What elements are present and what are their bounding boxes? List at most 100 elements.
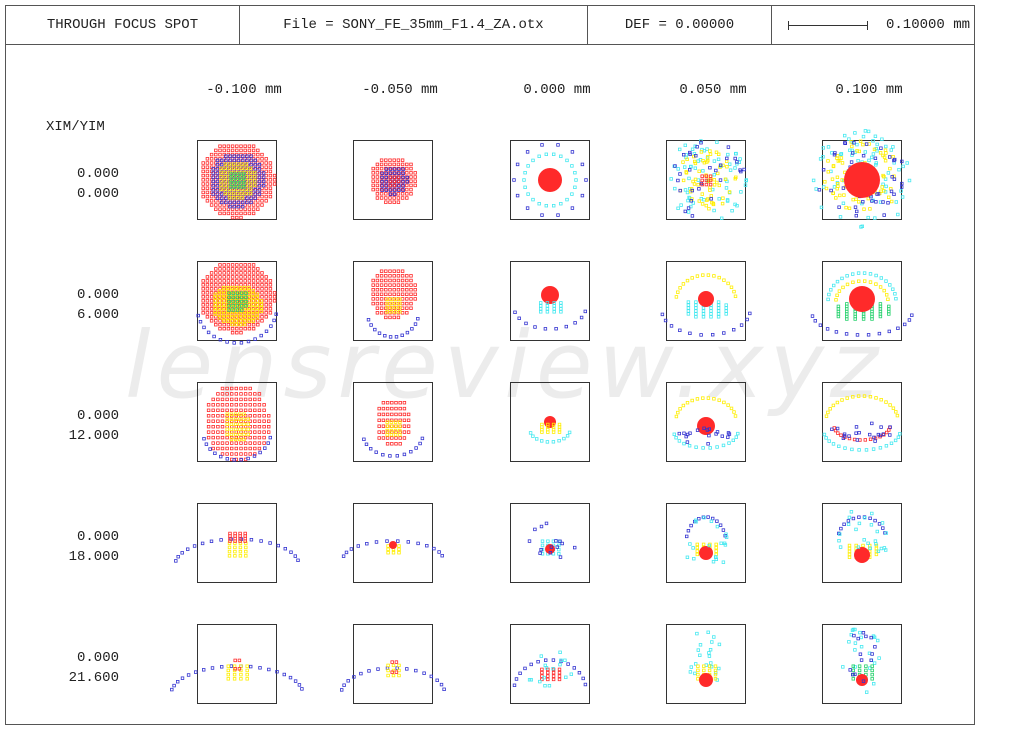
- spot-point: [838, 545, 843, 549]
- spot-point: [682, 431, 686, 435]
- spot-point: [400, 158, 405, 162]
- spot-point: [400, 306, 405, 310]
- spot-point: [257, 414, 262, 418]
- spot-point: [251, 312, 255, 317]
- spot-point: [847, 434, 851, 438]
- spot-point: [216, 397, 220, 402]
- spot-point: [702, 426, 706, 430]
- spot-pattern: [196, 263, 278, 345]
- spot-point: [543, 684, 547, 688]
- spot-pattern: [672, 396, 740, 450]
- spot-point: [215, 188, 220, 192]
- spot-box: [353, 382, 433, 462]
- spot-point: [398, 420, 402, 424]
- spot-point: [885, 293, 889, 297]
- spot-point: [371, 288, 375, 292]
- spot-point: [881, 182, 885, 186]
- spot-point: [396, 158, 401, 162]
- spot-point: [396, 539, 400, 543]
- spot-point: [262, 419, 266, 423]
- spot-point: [235, 215, 239, 220]
- spot-point: [551, 440, 556, 444]
- spot-point: [688, 187, 692, 191]
- spot-point: [388, 292, 392, 296]
- spot-point: [257, 425, 262, 429]
- spot-point: [249, 158, 253, 163]
- spot-point: [375, 192, 380, 196]
- spot-point: [724, 532, 728, 536]
- spot-point: [859, 225, 863, 229]
- spot-point: [910, 313, 914, 317]
- spot-point: [696, 648, 700, 652]
- spot-point: [392, 288, 396, 292]
- spot-point: [868, 666, 872, 670]
- spot-point: [538, 551, 542, 555]
- spot-point: [398, 310, 402, 314]
- spot-point: [375, 175, 380, 179]
- spot-point: [900, 195, 905, 199]
- spot-point: [388, 315, 392, 320]
- spot-point: [868, 280, 873, 284]
- spot-point: [701, 309, 706, 313]
- spot-point: [701, 312, 706, 316]
- spot-point: [371, 171, 375, 175]
- spot-point: [227, 541, 232, 545]
- spot-point: [247, 263, 252, 267]
- spot-point: [219, 196, 224, 200]
- spot-point: [729, 406, 734, 411]
- spot-point: [218, 327, 222, 331]
- spot-point: [211, 446, 215, 451]
- spot-point: [247, 279, 252, 283]
- spot-point: [238, 316, 243, 320]
- spot-point: [397, 668, 401, 673]
- spot-point: [261, 171, 266, 175]
- spot-point: [375, 171, 380, 175]
- spot-point: [268, 303, 273, 307]
- spot-point: [240, 158, 245, 163]
- spot-point: [876, 638, 880, 643]
- spot-point: [857, 149, 861, 154]
- spot-point: [405, 330, 410, 335]
- spot-point: [251, 309, 255, 313]
- spot-point: [216, 446, 220, 451]
- spot-point: [397, 673, 401, 678]
- spot-point: [535, 437, 539, 441]
- spot-point: [211, 408, 215, 412]
- spot-point: [213, 292, 217, 296]
- spot-point: [384, 158, 388, 162]
- spot-point: [342, 683, 346, 687]
- spot-point: [226, 267, 231, 271]
- spot-point: [847, 515, 852, 520]
- spot-point: [384, 166, 388, 171]
- spot-point: [396, 292, 401, 296]
- spot-point: [236, 158, 241, 163]
- field-row-label: 0.000 6.000: [44, 285, 144, 325]
- spot-point: [260, 295, 264, 299]
- spot-point: [851, 627, 856, 632]
- spot-point: [400, 301, 405, 306]
- spot-point: [264, 190, 268, 195]
- scale-bar-icon: [788, 20, 868, 30]
- spot-point: [251, 275, 256, 279]
- spot-point: [224, 167, 228, 171]
- spot-point: [823, 180, 827, 184]
- spot-point: [851, 272, 855, 276]
- spot-point: [243, 397, 248, 402]
- spot-point: [681, 403, 686, 408]
- spot-point: [225, 403, 229, 407]
- spot-point: [233, 539, 237, 543]
- spot-point: [240, 196, 244, 200]
- spot-point: [409, 187, 413, 192]
- spot-point: [238, 437, 242, 442]
- spot-box: [822, 624, 902, 704]
- spot-point: [735, 160, 739, 164]
- spot-point: [217, 302, 222, 307]
- spot-point: [544, 204, 548, 208]
- spot-point: [873, 439, 877, 443]
- spot-point: [400, 274, 405, 278]
- spot-point: [413, 283, 417, 287]
- spot-point: [886, 297, 890, 301]
- spot-point: [253, 158, 257, 163]
- spot-point: [225, 427, 229, 432]
- spot-point: [845, 396, 849, 400]
